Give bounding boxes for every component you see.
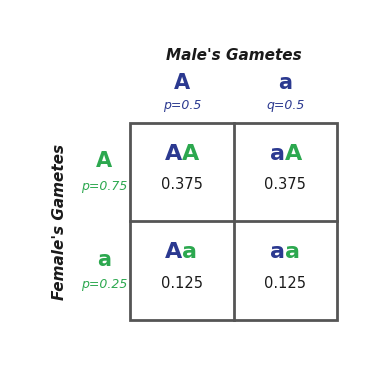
Text: A: A — [96, 151, 112, 171]
Text: 0.375: 0.375 — [161, 178, 203, 192]
Text: 0.375: 0.375 — [264, 178, 306, 192]
Text: A: A — [285, 144, 303, 164]
Text: Male's Gametes: Male's Gametes — [166, 48, 301, 63]
Text: a: a — [285, 242, 300, 262]
Text: p=0.75: p=0.75 — [80, 180, 127, 193]
Text: p=0.25: p=0.25 — [80, 279, 127, 291]
Bar — [130, 123, 337, 320]
Text: a: a — [271, 144, 285, 164]
Text: A: A — [165, 144, 182, 164]
Text: A: A — [174, 73, 190, 93]
Text: 0.125: 0.125 — [161, 276, 203, 291]
Text: Female's Gametes: Female's Gametes — [52, 143, 67, 299]
Text: A: A — [182, 144, 199, 164]
Text: a: a — [271, 242, 285, 262]
Text: a: a — [279, 73, 292, 93]
Text: a: a — [182, 242, 197, 262]
Text: A: A — [165, 242, 182, 262]
Text: q=0.5: q=0.5 — [266, 100, 304, 112]
Text: 0.125: 0.125 — [264, 276, 306, 291]
Text: a: a — [97, 250, 111, 269]
Text: p=0.5: p=0.5 — [163, 100, 201, 112]
